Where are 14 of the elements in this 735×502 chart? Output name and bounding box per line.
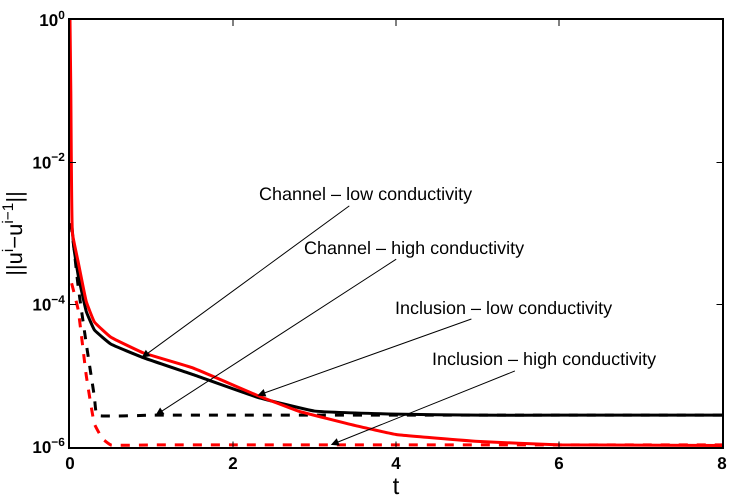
y-tick-label: 10$^{0}$ [39, 8, 66, 30]
annotation: Channel – high conductivity [304, 238, 524, 258]
annotation: Channel – low conductivity [259, 184, 472, 204]
annotation: Inclusion – low conductivity [395, 298, 612, 318]
y-tick-label: 10$^{−2}$ [32, 150, 66, 172]
x-axis-title: t [392, 473, 400, 500]
y-tick-label: 10$^{−4}$ [32, 292, 66, 315]
x-tick-label: 6 [554, 454, 564, 474]
x-tick-label: 0 [65, 454, 75, 474]
annotation: Inclusion – high conductivity [432, 349, 656, 369]
y-tick-label: 10$^{−6}$ [32, 434, 66, 457]
x-tick-label: 4 [391, 454, 402, 474]
x-tick-label: 2 [228, 454, 238, 474]
x-tick-label: 8 [717, 454, 727, 474]
